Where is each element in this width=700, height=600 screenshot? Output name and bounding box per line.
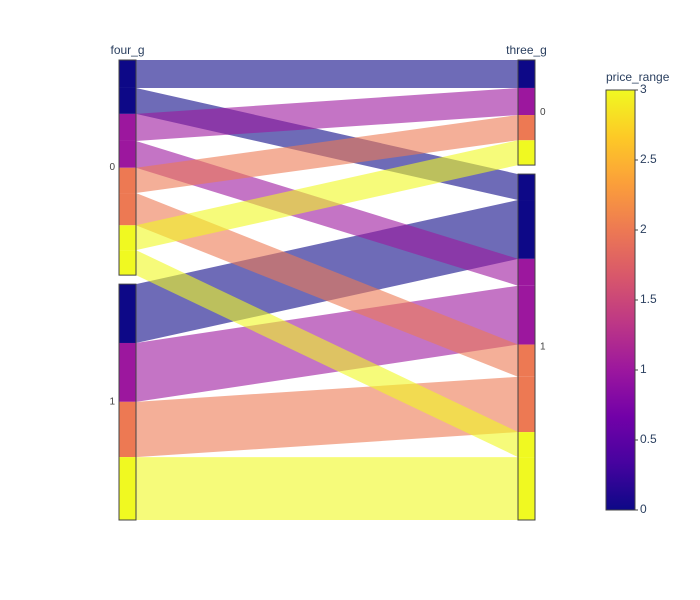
dimension-label: three_g — [506, 43, 547, 57]
category-segment — [119, 401, 136, 458]
category-segment — [518, 87, 535, 116]
category-segment — [518, 140, 535, 166]
category-box — [118, 59, 137, 276]
flow-band — [136, 457, 518, 520]
category-segment — [518, 115, 535, 141]
category-segment — [119, 87, 136, 114]
category-segment — [119, 225, 136, 251]
flow-band — [136, 115, 518, 194]
category-segment — [119, 250, 136, 276]
colorbar-tick-label: 1 — [640, 362, 647, 376]
colorbar-tick-label: 0 — [640, 502, 647, 516]
category-segment — [119, 167, 136, 194]
category-label: 0 — [109, 162, 115, 173]
colorbar-tick-label: 2 — [640, 222, 647, 236]
category-segment — [119, 113, 136, 141]
category-segment — [518, 344, 535, 377]
colorbar-tick-label: 3 — [640, 82, 647, 96]
colorbar — [605, 89, 636, 511]
category-box — [118, 283, 137, 521]
flow-band — [136, 250, 518, 458]
flow-band — [136, 193, 518, 377]
category-segment — [518, 376, 535, 433]
flow-band — [136, 60, 518, 88]
category-segment — [518, 457, 535, 520]
category-segment — [119, 284, 136, 343]
category-segment — [518, 258, 535, 286]
dimension-label: four_g — [110, 43, 144, 57]
category-label: 0 — [540, 107, 546, 118]
colorbar-tick-label: 2.5 — [640, 152, 657, 166]
category-box — [517, 59, 536, 166]
flow-band — [136, 87, 518, 141]
category-box — [517, 173, 536, 521]
colorbar-title: price_range — [606, 70, 670, 84]
category-segment — [119, 457, 136, 520]
category-label: 1 — [540, 342, 546, 353]
category-label: 1 — [109, 397, 115, 408]
category-segment — [518, 285, 535, 345]
category-segment — [119, 60, 136, 88]
colorbar-tick-label: 0.5 — [640, 432, 657, 446]
category-segment — [119, 342, 136, 402]
category-segment — [119, 140, 136, 168]
colorbar-tick-label: 1.5 — [640, 292, 657, 306]
category-segment — [119, 193, 136, 226]
category-segment — [518, 174, 535, 201]
category-segment — [518, 60, 535, 88]
category-segment — [518, 200, 535, 259]
flow-band — [136, 140, 518, 251]
category-segment — [518, 432, 535, 458]
